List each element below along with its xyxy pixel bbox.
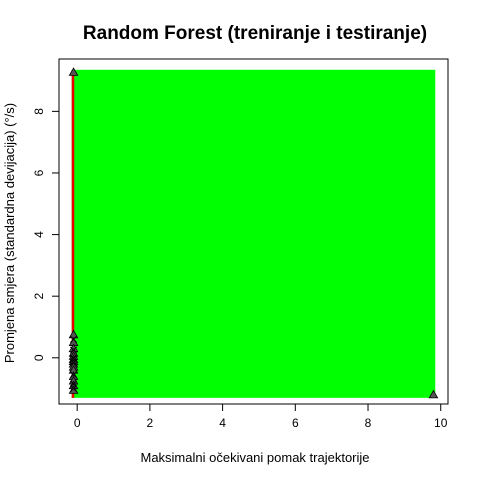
y-axis-label: Promjena smjera (standardna devijacija) … (2, 103, 17, 363)
region-green (71, 69, 436, 398)
region-red (71, 69, 75, 398)
x-tick-label: 6 (292, 416, 299, 430)
x-tick-label: 0 (74, 416, 81, 430)
y-tick-label: 6 (32, 169, 46, 176)
x-tick-label: 8 (365, 416, 372, 430)
y-axis: 0 2 4 6 8 (32, 108, 60, 361)
decision-regions (71, 69, 436, 398)
point-triangle (68, 385, 79, 394)
x-tick-label: 10 (434, 416, 448, 430)
y-tick-label: 0 (32, 354, 46, 361)
y-tick-label: 4 (32, 231, 46, 238)
x-tick-label: 4 (219, 416, 226, 430)
point-triangle (428, 389, 439, 399)
data-points (68, 67, 439, 399)
point-cross (69, 385, 78, 393)
point-triangle (68, 67, 79, 76)
y-tick-label: 8 (32, 108, 46, 115)
point-cross (69, 335, 78, 343)
point-cross (69, 358, 78, 366)
y-tick-label: 2 (32, 293, 46, 300)
point-cross (69, 371, 78, 379)
chart-title: Random Forest (treniranje i testiranje) (83, 23, 427, 44)
point-cross (69, 346, 78, 354)
x-axis: 0 2 4 6 8 10 (74, 403, 448, 430)
x-tick-label: 2 (147, 416, 154, 430)
x-axis-label: Maksimalni očekivani pomak trajektorije (140, 450, 369, 465)
